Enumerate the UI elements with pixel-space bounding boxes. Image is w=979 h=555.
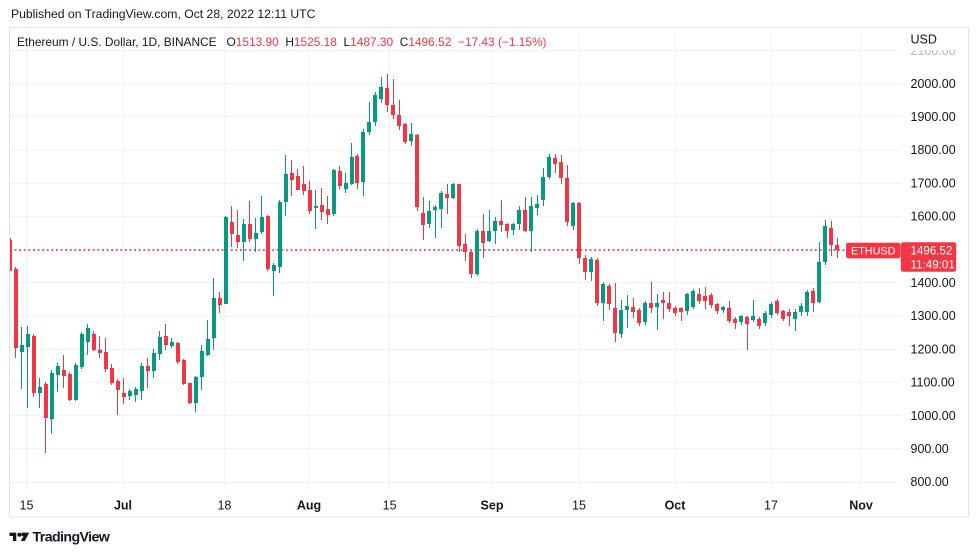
- svg-text:1700.00: 1700.00: [911, 176, 956, 190]
- svg-text:1496.52: 1496.52: [911, 245, 953, 258]
- svg-text:Jul: Jul: [114, 499, 132, 513]
- svg-text:Published on TradingView.com,: Published on TradingView.com, Oct 28, 20…: [11, 7, 316, 21]
- svg-text:15: 15: [20, 499, 34, 513]
- svg-text:2000.00: 2000.00: [911, 77, 956, 91]
- svg-text:Aug: Aug: [297, 499, 321, 513]
- svg-text:1600.00: 1600.00: [911, 210, 956, 224]
- svg-text:11:49:01: 11:49:01: [911, 258, 955, 271]
- svg-text:15: 15: [383, 499, 397, 513]
- svg-text:1800.00: 1800.00: [911, 143, 956, 157]
- svg-text:17: 17: [764, 499, 778, 513]
- svg-text:ETHUSD: ETHUSD: [851, 245, 896, 257]
- svg-text:1000.00: 1000.00: [911, 409, 956, 423]
- svg-text:800.00: 800.00: [911, 475, 949, 489]
- svg-text:1900.00: 1900.00: [911, 110, 956, 124]
- svg-text:1400.00: 1400.00: [911, 276, 956, 290]
- svg-text:1200.00: 1200.00: [911, 342, 956, 356]
- svg-text:TradingView: TradingView: [33, 530, 111, 546]
- svg-text:900.00: 900.00: [911, 442, 949, 456]
- svg-text:1100.00: 1100.00: [911, 376, 955, 390]
- svg-text:Ethereum / U.S. Dollar, 1D, BI: Ethereum / U.S. Dollar, 1D, BINANCE O151…: [17, 35, 547, 49]
- svg-text:2100.00: 2100.00: [911, 44, 956, 58]
- svg-text:1300.00: 1300.00: [911, 309, 956, 323]
- svg-text:15: 15: [572, 499, 586, 513]
- svg-text:Oct: Oct: [665, 499, 687, 513]
- svg-text:Sep: Sep: [481, 499, 504, 513]
- svg-text:Nov: Nov: [849, 499, 873, 513]
- svg-text:18: 18: [217, 499, 231, 513]
- svg-text:USD: USD: [911, 33, 937, 47]
